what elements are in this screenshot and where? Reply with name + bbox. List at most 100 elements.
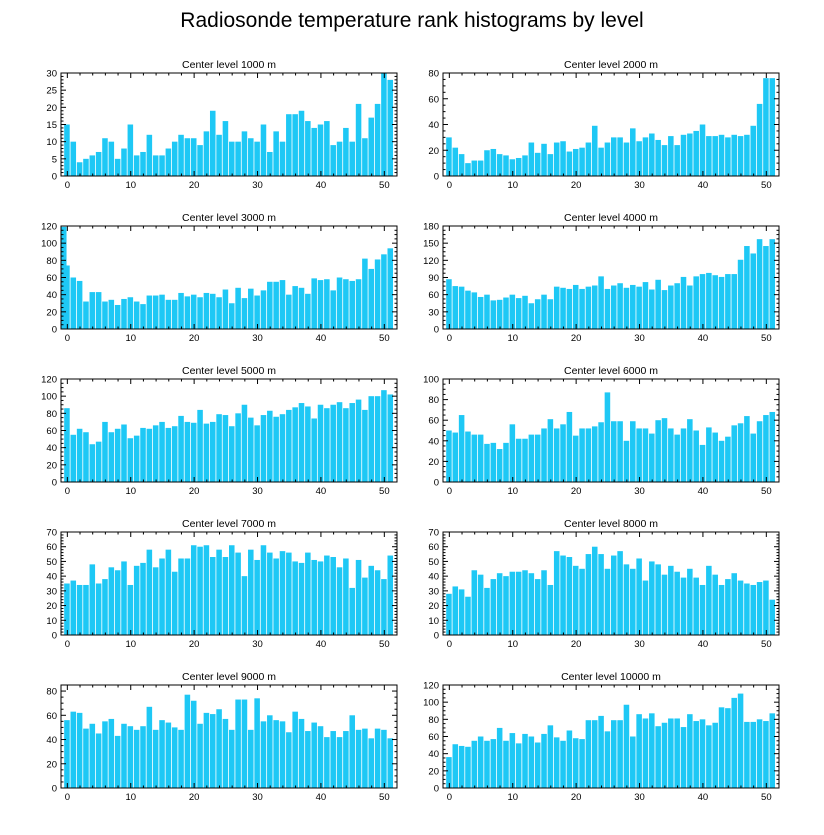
histogram-bar bbox=[235, 287, 241, 329]
histogram-bar bbox=[591, 125, 598, 176]
histogram-bar bbox=[286, 552, 292, 635]
histogram-bar bbox=[298, 718, 305, 788]
histogram-bar bbox=[522, 155, 528, 176]
histogram-bar bbox=[763, 721, 769, 788]
x-tick-label: 20 bbox=[571, 333, 582, 344]
histogram-bar bbox=[330, 404, 336, 482]
y-tick-label: 80 bbox=[46, 256, 57, 267]
histogram-bar bbox=[121, 148, 127, 176]
histogram-bar bbox=[64, 265, 70, 329]
histogram-bar bbox=[579, 739, 585, 788]
histogram-bar bbox=[273, 558, 279, 635]
histogram-bar bbox=[763, 580, 769, 635]
histogram-bar bbox=[254, 559, 260, 635]
histogram-bar bbox=[298, 562, 305, 635]
x-tick-label: 20 bbox=[571, 792, 582, 803]
histogram-bar bbox=[362, 138, 368, 176]
histogram-bar bbox=[712, 722, 718, 788]
x-tick-label: 50 bbox=[379, 486, 390, 497]
histogram-bar bbox=[725, 274, 731, 329]
histogram-bar bbox=[159, 155, 165, 176]
histogram-bar bbox=[260, 721, 267, 788]
x-tick-label: 20 bbox=[189, 639, 200, 650]
histogram-bar bbox=[611, 720, 617, 788]
histogram-bar bbox=[152, 155, 159, 176]
histogram-bar bbox=[515, 571, 522, 635]
histogram-bar bbox=[649, 133, 655, 176]
histogram-bar bbox=[655, 726, 661, 788]
histogram-bar bbox=[70, 277, 77, 329]
histogram-plot: 0 10 20 30 40 50 0 30 60 90 120 150 180 bbox=[423, 222, 780, 344]
histogram-bar bbox=[279, 414, 286, 482]
histogram-bar bbox=[387, 394, 394, 482]
histogram-bar bbox=[178, 134, 184, 176]
histogram-bar bbox=[178, 415, 184, 482]
x-tick-label: 30 bbox=[252, 486, 263, 497]
histogram-bar bbox=[216, 297, 222, 329]
histogram-bar bbox=[446, 430, 452, 482]
histogram-bar bbox=[267, 552, 273, 635]
histogram-bar bbox=[553, 286, 560, 329]
histogram-bar bbox=[190, 422, 197, 482]
histogram-bar bbox=[642, 282, 649, 329]
histogram-bar bbox=[336, 277, 343, 329]
histogram-bar bbox=[197, 297, 203, 329]
histogram-bar bbox=[718, 134, 725, 176]
histogram-bar bbox=[324, 279, 330, 329]
histogram-bar bbox=[368, 738, 375, 788]
histogram-bar bbox=[64, 124, 70, 176]
histogram-bar bbox=[477, 160, 484, 176]
histogram-bar bbox=[712, 574, 718, 635]
histogram-bar bbox=[553, 551, 560, 635]
y-tick-label: 60 bbox=[46, 426, 57, 437]
histogram-bar bbox=[604, 731, 611, 788]
histogram-bar bbox=[114, 428, 121, 482]
histogram-bar bbox=[477, 574, 484, 635]
histogram-bar bbox=[317, 280, 324, 329]
y-tick-label: 20 bbox=[428, 601, 439, 612]
histogram-bar bbox=[668, 285, 674, 329]
y-tick-label: 100 bbox=[423, 375, 439, 386]
histogram-bar bbox=[623, 142, 630, 176]
y-tick-label: 120 bbox=[41, 222, 57, 233]
bars bbox=[446, 392, 776, 482]
histogram-bar bbox=[617, 283, 623, 329]
histogram-bar bbox=[636, 558, 642, 635]
histogram-bar bbox=[509, 424, 516, 482]
histogram-bar bbox=[127, 584, 134, 635]
histogram-bar bbox=[579, 428, 585, 482]
plot-frame bbox=[60, 531, 398, 636]
histogram-bar bbox=[712, 136, 718, 176]
histogram-panel: Center level 1000 m 0 10 20 30 40 50 0 5 10 15 20 25… bbox=[46, 59, 451, 223]
histogram-bar bbox=[446, 279, 452, 329]
histogram-bar bbox=[305, 731, 311, 788]
x-tick-label: 10 bbox=[125, 792, 136, 803]
histogram-bar bbox=[146, 295, 153, 329]
histogram-bar bbox=[661, 722, 668, 788]
x-tick-label: 0 bbox=[65, 792, 70, 803]
histogram-bar bbox=[458, 286, 465, 329]
histogram-bar bbox=[222, 718, 229, 788]
histogram-bar bbox=[598, 554, 604, 635]
histogram-bar bbox=[572, 435, 579, 482]
histogram-bar bbox=[490, 148, 497, 176]
y-tick-label: 40 bbox=[428, 436, 439, 447]
histogram-bar bbox=[260, 290, 267, 330]
y-tick-label: 120 bbox=[423, 256, 439, 267]
histogram-bar bbox=[349, 141, 355, 176]
histogram-bar bbox=[374, 259, 381, 329]
histogram-bar bbox=[465, 163, 471, 177]
histogram-bar bbox=[286, 409, 292, 482]
histogram-panel: Center level 8000 m 0 10 20 30 40 50 0 10 20 30 40 5… bbox=[428, 518, 824, 682]
histogram-bar bbox=[184, 296, 191, 329]
histogram-plot: 0 10 20 30 40 50 0 5 10 15 20 25 30 bbox=[46, 69, 398, 191]
histogram-bar bbox=[496, 299, 503, 329]
histogram-bar bbox=[687, 568, 693, 635]
y-tick-label: 30 bbox=[46, 586, 57, 597]
histogram-bar bbox=[273, 131, 279, 176]
histogram-bar bbox=[83, 158, 89, 176]
histogram-bar bbox=[76, 280, 83, 329]
y-tick-label: 80 bbox=[428, 715, 439, 726]
histogram-bar bbox=[286, 114, 292, 176]
histogram-bar bbox=[83, 432, 89, 482]
